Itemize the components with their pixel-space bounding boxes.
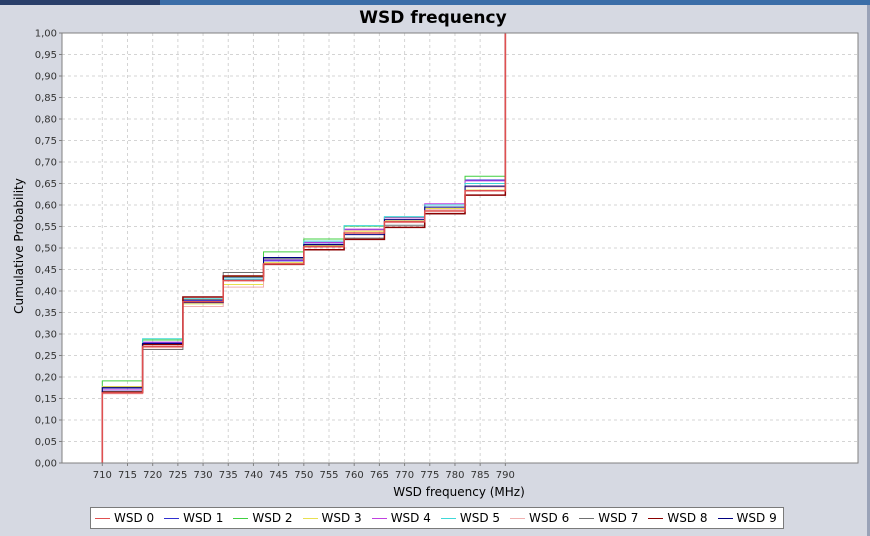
chart-title: WSD frequency [359,8,507,28]
legend-label: WSD 9 [736,511,777,525]
legend-item: WSD 3 [302,511,362,525]
plot-border [61,32,859,464]
y-tick-label: 0,30 [35,330,57,341]
y-tick-label: 0,90 [35,72,57,83]
y-tick-label: 0,50 [35,244,57,255]
y-tick-label: 0,65 [35,179,57,190]
legend-swatch [233,517,249,519]
x-tick-label: 775 [420,470,439,481]
legend-swatch [510,517,526,519]
x-tick-label: 790 [496,470,515,481]
legend-swatch [302,517,318,519]
y-tick-label: 0,85 [35,93,57,104]
y-tick-label: 0,80 [35,115,57,126]
legend-item: WSD 9 [717,511,777,525]
x-tick-label: 730 [194,470,213,481]
legend-label: WSD 4 [390,511,431,525]
legend-swatch [164,517,180,519]
x-tick-label: 710 [93,470,112,481]
y-tick-label: 0,40 [35,287,57,298]
x-tick-label: 780 [445,470,464,481]
legend-label: WSD 1 [183,511,224,525]
y-tick-label: 0,95 [35,50,57,61]
legend-swatch [717,517,733,519]
x-tick-label: 735 [219,470,238,481]
y-tick-label: 0,55 [35,222,57,233]
y-tick-label: 0,45 [35,265,57,276]
x-tick-label: 740 [244,470,263,481]
legend-label: WSD 7 [598,511,639,525]
legend-item: WSD 0 [95,511,154,525]
x-tick-label: 750 [294,470,313,481]
legend-label: WSD 5 [459,511,501,525]
legend-item: WSD 6 [510,511,569,525]
legend-swatch [579,517,595,519]
window-title-bar-tab [0,0,160,5]
legend-swatch [648,517,664,519]
window-title-bar [0,0,870,5]
legend-label: WSD 2 [252,511,293,525]
y-tick-label: 1,00 [35,29,57,40]
x-tick-label: 720 [143,470,162,481]
x-tick-label: 765 [370,470,389,481]
series-line-wsd-0 [101,33,507,463]
legend-swatch [371,517,387,519]
legend-swatch [440,517,456,519]
legend-item: WSD 5 [440,511,501,525]
legend-item: WSD 1 [164,511,223,525]
x-tick-label: 770 [395,470,414,481]
y-tick-label: 0,00 [35,459,57,470]
y-tick-label: 0,75 [35,136,57,147]
legend-item: WSD 2 [233,511,293,525]
x-tick-label: 785 [471,470,490,481]
y-tick-label: 0,60 [35,201,57,212]
y-axis-label: Cumulative Probability [12,178,26,314]
x-tick-label: 755 [319,470,338,481]
y-tick-label: 0,15 [35,394,57,405]
x-tick-label: 760 [345,470,364,481]
chart-legend: WSD 0 WSD 1 WSD 2 WSD 3 WSD 4 WSD 5 WSD 6 WSD 7… [90,507,784,529]
legend-item: WSD 4 [371,511,431,525]
x-tick-label: 715 [118,470,137,481]
y-tick-label: 0,25 [35,351,57,362]
legend-label: WSD 0 [114,511,155,525]
legend-item: WSD 7 [579,511,638,525]
y-tick-label: 0,35 [35,308,57,319]
legend-label: WSD 8 [667,511,708,525]
y-tick-label: 0,20 [35,373,57,384]
y-tick-label: 0,05 [35,437,57,448]
x-axis-label: WSD frequency (MHz) [393,485,525,499]
window-right-edge [867,5,870,536]
x-tick-label: 745 [269,470,288,481]
legend-label: WSD 6 [529,511,570,525]
legend-label: WSD 3 [321,511,362,525]
x-tick-label: 725 [168,470,187,481]
legend-item: WSD 8 [648,511,708,525]
y-tick-label: 0,10 [35,416,57,427]
legend-swatch [95,517,110,519]
y-tick-label: 0,70 [35,158,57,169]
